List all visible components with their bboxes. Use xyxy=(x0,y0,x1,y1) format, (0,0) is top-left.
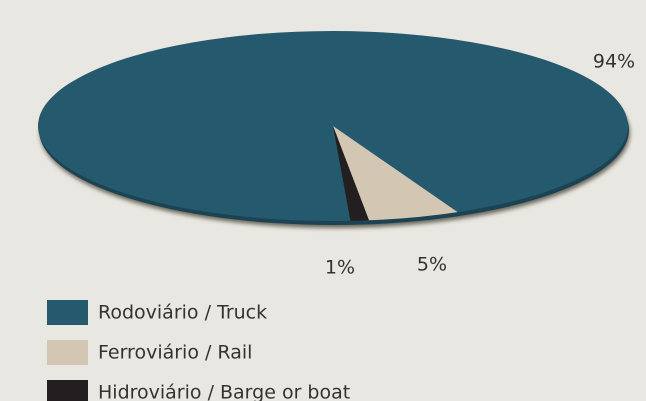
pie-slice xyxy=(333,126,458,221)
pie-slice xyxy=(38,31,629,221)
pie-slice xyxy=(333,126,369,221)
legend-label: Ferroviário / Rail xyxy=(98,342,252,364)
legend-label: Rodoviário / Truck xyxy=(98,302,267,324)
value-label: 94% xyxy=(593,51,635,73)
value-label: 5% xyxy=(417,254,447,276)
value-label: 1% xyxy=(325,257,355,279)
legend-swatch xyxy=(47,300,88,325)
legend-swatch xyxy=(47,380,88,401)
legend-label: Hidroviário / Barge or boat xyxy=(98,382,350,401)
legend-swatch xyxy=(47,340,88,365)
